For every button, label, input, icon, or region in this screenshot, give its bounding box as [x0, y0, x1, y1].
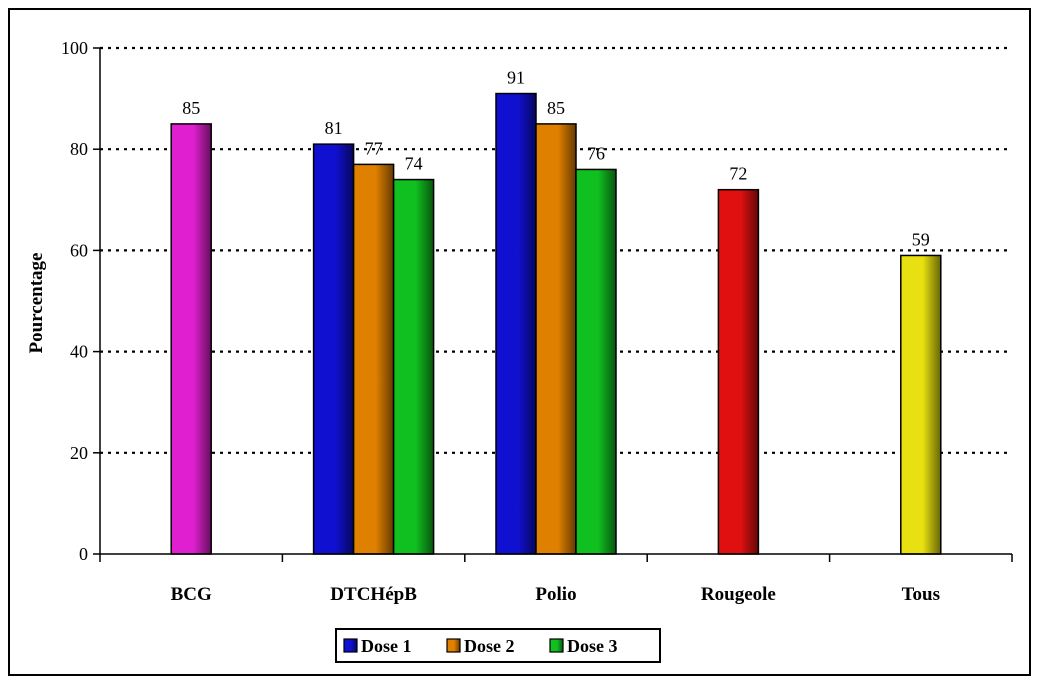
- data-label-polio-dose-1: 91: [507, 68, 525, 88]
- labels-group: 0 20 40 60 80 100 BCG 85 DTCHépB 81 77 74 Polio 91 85 7…: [61, 38, 940, 605]
- category-label-dtchepb: DTCHépB: [330, 584, 417, 605]
- bars-group: [170, 92, 942, 555]
- legend-label-dose-1: Dose 1: [361, 636, 412, 656]
- bar-rougeole: [717, 188, 760, 555]
- bar-dtchepb-dose-1: [312, 143, 355, 555]
- bar-polio-dose-1: [495, 92, 537, 555]
- data-label-dtchepb-dose-3: 74: [405, 154, 423, 174]
- data-label-polio-dose-2: 85: [547, 98, 565, 118]
- bar-polio-dose-2: [535, 123, 577, 555]
- data-label-polio-dose-3: 76: [587, 143, 605, 163]
- data-label-bcg: 85: [182, 98, 200, 118]
- y-tick-label-100: 100: [61, 38, 88, 58]
- y-tick-label-0: 0: [79, 544, 88, 564]
- bar-tous: [900, 254, 942, 555]
- legend-box: [335, 628, 661, 663]
- legend-label-dose-3: Dose 3: [567, 636, 618, 656]
- legend: Dose 1 Dose 2 Dose 3: [335, 628, 661, 663]
- axes-group: [93, 47, 1013, 562]
- legend-swatch-dose-2: [446, 638, 461, 653]
- bar-dtchepb-dose-2: [352, 163, 395, 555]
- category-label-rougeole: Rougeole: [701, 584, 776, 605]
- bar-polio-dose-3: [575, 168, 617, 555]
- data-label-rougeole: 72: [729, 164, 747, 184]
- category-label-tous: Tous: [902, 584, 940, 605]
- y-tick-label-80: 80: [70, 139, 88, 159]
- data-label-dtchepb-dose-2: 77: [365, 138, 383, 158]
- bar-bcg: [170, 123, 212, 555]
- data-label-tous: 59: [912, 229, 930, 249]
- bar-dtchepb-dose-3: [392, 178, 435, 555]
- legend-swatch-dose-3: [549, 638, 564, 653]
- data-label-dtchepb-dose-1: 81: [325, 118, 343, 138]
- y-tick-label-40: 40: [70, 342, 88, 362]
- y-tick-label-20: 20: [70, 443, 88, 463]
- y-axis-label: Pourcentage: [26, 253, 47, 354]
- legend-label-dose-2: Dose 2: [464, 636, 515, 656]
- legend-swatch-dose-1: [343, 638, 358, 653]
- category-label-bcg: BCG: [171, 584, 212, 605]
- category-label-polio: Polio: [535, 584, 576, 605]
- y-tick-label-60: 60: [70, 240, 88, 260]
